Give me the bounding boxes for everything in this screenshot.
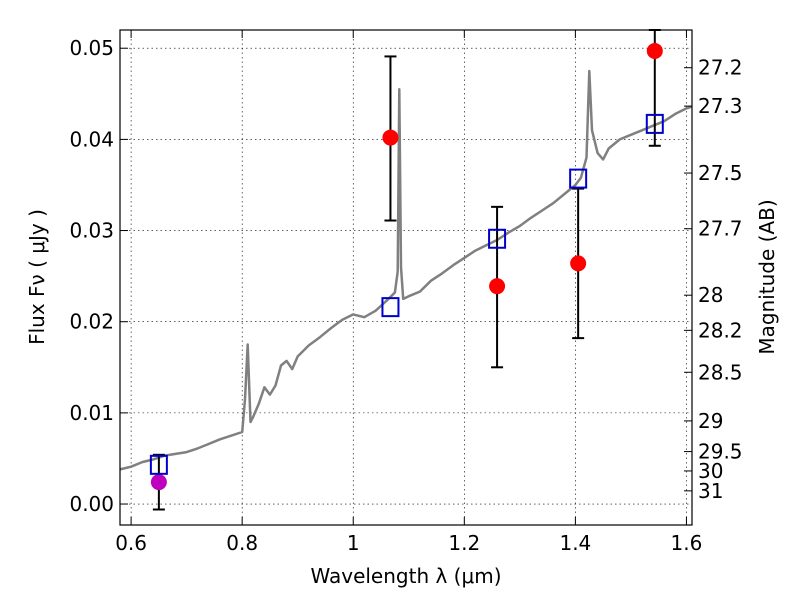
model-photometry-square <box>488 228 507 249</box>
plot-frame <box>119 29 693 526</box>
y2-tick-label: 28.2 <box>698 318 743 342</box>
x-tick-label: 0.8 <box>226 531 258 555</box>
y2-tick-label: 27.5 <box>698 161 743 185</box>
y-tick-label: 0.04 <box>69 127 114 151</box>
y-tick-label: 0.00 <box>69 492 114 516</box>
observed-flux-point <box>489 278 506 295</box>
x-tick-label: 0.6 <box>115 531 147 555</box>
x-tick-label: 1.4 <box>559 531 591 555</box>
observed-flux-point <box>382 129 399 146</box>
observed-flux-point <box>570 255 587 272</box>
y2-tick-label: 31 <box>698 479 723 503</box>
y-axis-title: Flux Fν ( μJy ) <box>25 209 49 345</box>
observed-flux-point <box>646 42 663 59</box>
y2-axis-title: Magnitude (AB) <box>755 199 779 354</box>
y-tick-label: 0.05 <box>69 36 114 60</box>
y2-tick-label: 27.2 <box>698 56 743 80</box>
model-photometry-square <box>645 113 664 134</box>
model-photometry-square <box>149 454 168 475</box>
y2-tick-label: 28.5 <box>698 360 743 384</box>
y2-tick-label: 29 <box>698 409 723 433</box>
y2-tick-label: 30 <box>698 459 723 483</box>
y-tick-label: 0.03 <box>69 219 114 243</box>
x-tick-label: 1.6 <box>671 531 703 555</box>
x-tick-label: 1 <box>347 531 360 555</box>
upper-limit-point <box>150 474 167 491</box>
model-photometry-square <box>569 168 588 189</box>
x-tick-label: 1.2 <box>448 531 480 555</box>
y2-tick-label: 28 <box>698 283 723 307</box>
y-tick-label: 0.01 <box>69 401 114 425</box>
y2-tick-label: 27.3 <box>698 94 743 118</box>
y2-tick-label: 29.5 <box>698 440 743 464</box>
model-photometry-square <box>381 297 400 318</box>
y2-tick-label: 27.7 <box>698 217 743 241</box>
model-spectrum-line <box>119 69 693 471</box>
y-tick-label: 0.02 <box>69 310 114 334</box>
x-axis-title: Wavelength λ (μm) <box>310 564 501 588</box>
